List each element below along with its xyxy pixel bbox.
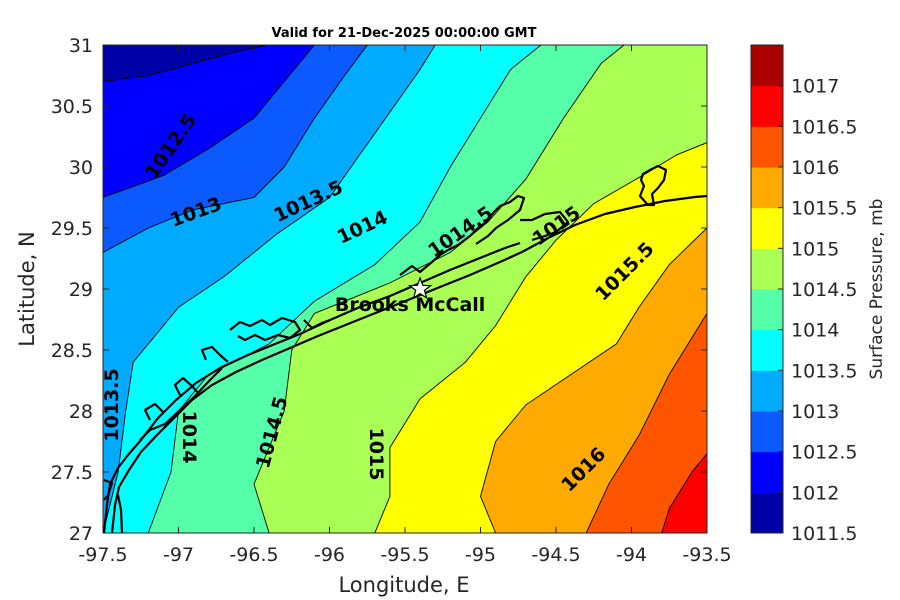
contour-label: 1014 (178, 411, 200, 464)
colorbar-segment (751, 126, 783, 168)
y-tick-label: 27 (69, 523, 93, 545)
colorbar-tick-label: 1015 (791, 238, 839, 260)
colorbar-tick-label: 1014 (791, 320, 839, 342)
x-tick-label: -94.5 (531, 544, 580, 566)
station-star-icon (407, 276, 433, 300)
pressure-fill-layers (103, 45, 707, 533)
contour-label: 1015 (365, 428, 387, 481)
colorbar-ticks: 1011.5 1012 1012.5 1013 1013.5 1014 1014.5 1015… (778, 76, 857, 545)
x-tick-label: -97 (163, 544, 194, 566)
isobar-line (103, 45, 270, 83)
x-tick-label: -96.5 (229, 544, 278, 566)
y-tick-label: 29.5 (51, 218, 93, 240)
y-tick-label: 31 (69, 35, 93, 57)
x-tick-label: -93.5 (682, 544, 731, 566)
colorbar-segment (751, 289, 783, 331)
isobar-line (480, 227, 707, 533)
x-axis-ticks: -97.5 -97 -96.5 -96 -95.5 -95 -94.5 -94 -93.5 (78, 45, 732, 566)
colorbar-label: Surface Pressure, mb (867, 199, 887, 380)
isobar-lines (103, 45, 707, 533)
contour-label: 1013.5 (101, 368, 123, 441)
colorbar (751, 45, 783, 534)
x-tick-label: -96 (314, 544, 345, 566)
colorbar-segment (751, 370, 783, 412)
colorbar-segment (751, 411, 783, 453)
colorbar-tick-label: 1013 (791, 401, 839, 423)
colorbar-segment (751, 451, 783, 493)
colorbar-tick-label: 1011.5 (791, 523, 857, 545)
x-tick-label: -94 (616, 544, 647, 566)
map-plot-area: 1012.5 1013 1013.5 1014 1014.5 1015 1015… (101, 45, 707, 533)
station-marker[interactable]: Brooks McCall (335, 276, 485, 316)
y-tick-label: 28.5 (51, 340, 93, 362)
colorbar-tick-label: 1015.5 (791, 198, 857, 220)
x-tick-label: -95 (465, 544, 496, 566)
colorbar-segment (751, 45, 783, 87)
y-tick-label: 28 (69, 401, 93, 423)
y-axis-ticks: 27 27.5 28 28.5 29 29.5 30 30.5 31 (51, 35, 707, 545)
pressure-fill (103, 45, 315, 198)
colorbar-segment (751, 167, 783, 209)
isobar-line (103, 45, 368, 253)
isobar-line (253, 45, 625, 533)
coastline (103, 164, 707, 533)
colorbar-tick-label: 1012.5 (791, 442, 857, 464)
colorbar-segment (751, 492, 783, 534)
station-label: Brooks McCall (335, 294, 485, 316)
colorbar-tick-label: 1016 (791, 157, 839, 179)
colorbar-segment (751, 207, 783, 249)
colorbar-segment (751, 248, 783, 290)
pressure-fill (103, 45, 270, 82)
y-tick-label: 30 (69, 157, 93, 179)
colorbar-tick-label: 1014.5 (791, 279, 857, 301)
y-tick-label: 30.5 (51, 96, 93, 118)
y-tick-label: 27.5 (51, 462, 93, 484)
x-tick-label: -97.5 (78, 544, 127, 566)
isobar-line (147, 45, 542, 533)
colorbar-segment (751, 85, 783, 127)
y-tick-label: 29 (69, 279, 93, 301)
colorbar-tick-label: 1013.5 (791, 360, 857, 382)
y-axis-label: Latitude, N (15, 231, 39, 347)
x-axis-label: Longitude, E (338, 573, 469, 597)
isobar-line (103, 45, 315, 198)
colorbar-tick-label: 1017 (791, 76, 839, 98)
colorbar-segment (751, 329, 783, 371)
x-tick-label: -95.5 (380, 544, 429, 566)
colorbar-tick-label: 1012 (791, 482, 839, 504)
colorbar-tick-label: 1016.5 (791, 116, 857, 138)
isobar-line (585, 313, 707, 533)
isobar-line (661, 453, 707, 533)
isobar-line (103, 45, 436, 533)
plot-title: Valid for 21-Dec-2025 00:00:00 GMT (272, 26, 537, 41)
